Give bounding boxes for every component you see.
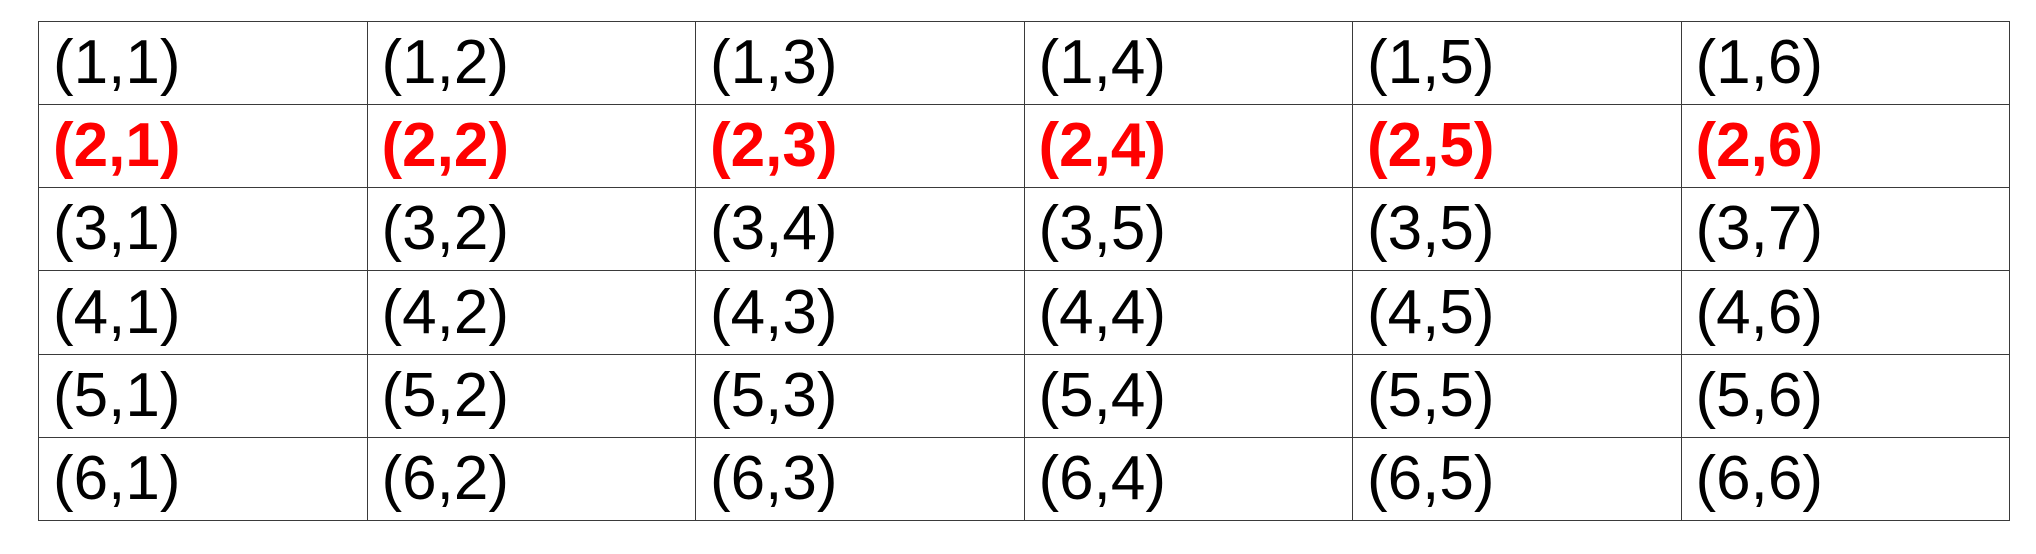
table-cell: (1,5) <box>1352 20 1682 106</box>
highlighted-table-cell: (2,3) <box>695 104 1025 189</box>
table-cell: (6,3) <box>695 436 1025 522</box>
table-cell: (3,4) <box>695 187 1025 272</box>
table-row-3: (3,1) (3,2) (3,4) (3,5) (3,5) (3,7) <box>38 187 2010 272</box>
table-cell: (1,2) <box>366 20 696 106</box>
table-cell: (6,6) <box>1680 436 2010 522</box>
table-cell: (3,7) <box>1680 187 2010 272</box>
table-cell: (6,2) <box>366 436 696 522</box>
table-row-2-highlighted: (2,1) (2,2) (2,3) (2,4) (2,5) (2,6) <box>38 104 2010 189</box>
outcome-grid-table: (1,1) (1,2) (1,3) (1,4) (1,5) (1,6) (2,1… <box>38 20 2010 522</box>
table-cell: (4,2) <box>366 270 696 355</box>
table-cell: (1,4) <box>1023 20 1353 106</box>
table-cell: (4,5) <box>1352 270 1682 355</box>
table-cell: (5,5) <box>1352 353 1682 438</box>
table-cell: (6,1) <box>38 436 368 522</box>
table-row-4: (4,1) (4,2) (4,3) (4,4) (4,5) (4,6) <box>38 270 2010 355</box>
table-cell: (1,6) <box>1680 20 2010 106</box>
table-cell: (3,1) <box>38 187 368 272</box>
highlighted-table-cell: (2,4) <box>1023 104 1353 189</box>
table-body: (1,1) (1,2) (1,3) (1,4) (1,5) (1,6) (2,1… <box>38 20 2010 522</box>
highlighted-table-cell: (2,1) <box>38 104 368 189</box>
highlighted-table-cell: (2,6) <box>1680 104 2010 189</box>
table-row-5: (5,1) (5,2) (5,3) (5,4) (5,5) (5,6) <box>38 353 2010 438</box>
table-cell: (4,4) <box>1023 270 1353 355</box>
table-cell: (5,2) <box>366 353 696 438</box>
table-cell: (3,5) <box>1352 187 1682 272</box>
table-cell: (3,5) <box>1023 187 1353 272</box>
table-cell: (4,1) <box>38 270 368 355</box>
table-cell: (5,4) <box>1023 353 1353 438</box>
table-row-1: (1,1) (1,2) (1,3) (1,4) (1,5) (1,6) <box>38 20 2010 106</box>
highlighted-table-cell: (2,5) <box>1352 104 1682 189</box>
table-cell: (3,2) <box>366 187 696 272</box>
table-cell: (1,1) <box>38 20 368 106</box>
table-cell: (1,3) <box>695 20 1025 106</box>
table-cell: (5,6) <box>1680 353 2010 438</box>
table-cell: (6,4) <box>1023 436 1353 522</box>
table-cell: (5,1) <box>38 353 368 438</box>
table-cell: (5,3) <box>695 353 1025 438</box>
table-cell: (6,5) <box>1352 436 1682 522</box>
table-cell: (4,6) <box>1680 270 2010 355</box>
table-row-6: (6,1) (6,2) (6,3) (6,4) (6,5) (6,6) <box>38 436 2010 522</box>
highlighted-table-cell: (2,2) <box>366 104 696 189</box>
table-cell: (4,3) <box>695 270 1025 355</box>
